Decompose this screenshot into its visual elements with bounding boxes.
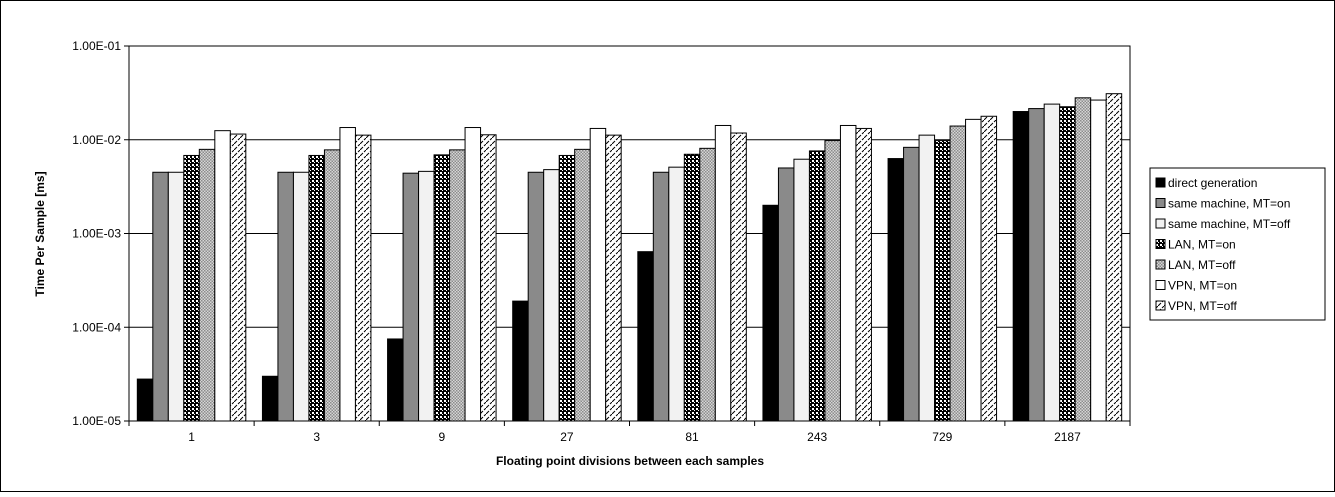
bar [793,158,810,422]
legend-swatch [1155,259,1166,270]
bar [574,148,591,422]
x-tick-label: 729 [932,430,952,444]
legend-label: same machine, MT=on [1168,197,1290,211]
bar [449,149,466,422]
bar [1090,99,1107,422]
bar [855,127,872,422]
x-tick-label: 243 [807,430,827,444]
bar [762,204,779,422]
bar [214,130,231,422]
bar [777,167,795,422]
bar [136,378,154,422]
bar [1012,111,1030,422]
y-tick-label: 1.00E-04 [72,320,121,334]
x-tick-label: 2187 [1054,430,1081,444]
y-axis-ticks: 1.00E-05 1.00E-04 1.00E-03 1.00E-02 1.00E-01 [72,39,129,428]
bar [1105,93,1123,422]
legend-swatch [1155,300,1166,311]
y-tick-label: 1.00E-02 [72,133,121,147]
bar [277,171,294,422]
bar [418,170,435,422]
legend-swatch [1155,280,1166,290]
legend-label: VPN, MT=off [1168,299,1237,313]
bar [229,133,247,422]
bar [637,251,654,422]
bar [339,127,356,422]
bar [354,134,372,422]
legend-swatch [1155,218,1166,229]
bar [824,140,841,422]
bar [605,134,622,422]
bar [589,127,607,422]
legend: direct generation same machine, MT=on same… [1149,167,1326,321]
y-tick-label: 1.00E-01 [72,39,121,53]
bar [152,171,169,422]
bar [918,134,936,422]
legend-label: VPN, MT=on [1168,279,1237,293]
bar [714,124,732,422]
x-axis-title: Floating point divisions between each sa… [496,454,764,468]
legend-label: direct generation [1168,176,1257,190]
bar [464,127,482,422]
bars [136,93,1123,422]
bar [1074,97,1092,422]
bar [387,338,404,422]
bar [308,154,325,422]
y-axis-title: Time Per Sample [ms] [33,171,47,296]
bar [652,171,670,422]
bar [668,166,685,422]
bar [887,158,905,422]
bar [480,134,497,422]
bar [1028,108,1045,422]
bar [292,171,310,422]
bar [261,375,279,422]
bar [402,172,420,422]
bar [558,154,576,422]
y-tick-label: 1.00E-03 [72,227,121,241]
bar [433,154,451,422]
bar [527,171,545,422]
bar [683,153,701,422]
bar [198,148,216,422]
bar [839,124,857,422]
bar [903,146,920,422]
legend-swatch [1155,198,1166,208]
bar [512,300,529,422]
x-axis-ticks: 1 3 9 27 81 243 729 2187 [128,421,1131,444]
bar [949,125,967,422]
bar [1043,103,1061,422]
legend-box [1149,167,1326,321]
legend-label: LAN, MT=on [1168,238,1236,252]
bar [543,169,560,422]
x-tick-label: 27 [560,430,574,444]
legend-label: LAN, MT=off [1168,258,1236,272]
legend-label: same machine, MT=off [1168,217,1291,231]
x-tick-label: 3 [313,430,320,444]
bar [167,171,185,422]
legend-swatch [1155,177,1166,188]
bar [965,118,982,422]
legend-swatch [1155,239,1166,249]
y-tick-label: 1.00E-05 [72,414,121,428]
bar [699,147,716,422]
x-tick-label: 9 [438,430,445,444]
x-tick-label: 81 [685,430,699,444]
bar [934,140,951,422]
bar [808,150,826,422]
bar [980,115,998,422]
bar [323,149,341,422]
bar [183,154,200,422]
bar [1059,106,1076,422]
x-tick-label: 1 [188,430,195,444]
bar [730,132,747,422]
